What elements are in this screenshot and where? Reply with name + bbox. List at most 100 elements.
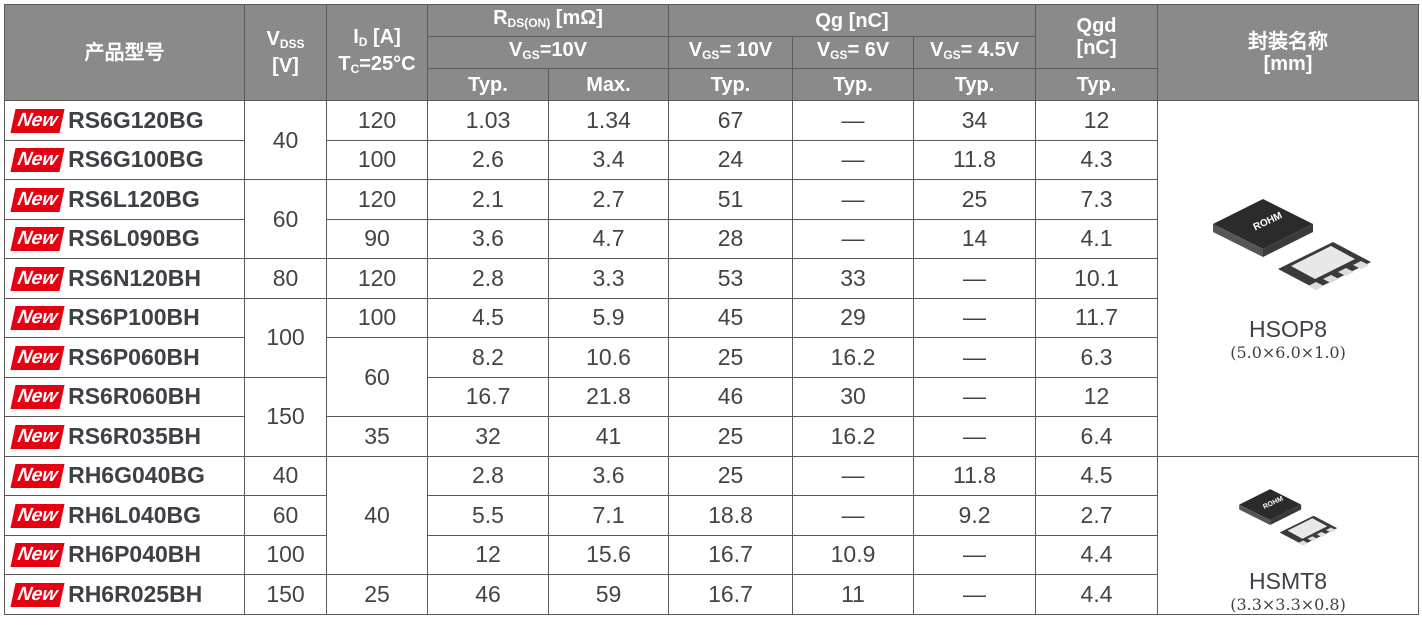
qg10-cell: 46 (668, 376, 794, 417)
rds-typ-cell: 16.7 (427, 376, 549, 417)
id-cell: 120 (326, 100, 428, 141)
product-name: RH6G040BG (68, 462, 205, 489)
qg10-cell: 25 (668, 455, 794, 496)
rds-max-cell: 3.6 (547, 455, 670, 496)
header-sub-label: Typ. (913, 68, 1037, 101)
qgd-cell: 4.1 (1035, 218, 1159, 259)
qg6-cell: 10.9 (792, 534, 915, 575)
vdss-cell: 100 (244, 534, 327, 575)
qg10-cell: 24 (668, 139, 794, 180)
header-id: ID [A] TC=25°C (326, 4, 428, 101)
subscript: DS(ON) (507, 16, 551, 30)
condition: = 10V (719, 39, 773, 61)
rds-max-cell: 3.3 (547, 258, 670, 299)
rds-typ-cell: 12 (427, 534, 549, 575)
product-cell: New RS6G120BG (4, 100, 245, 141)
product-name: RS6R060BH (68, 383, 202, 410)
unit: [nC] (1076, 36, 1117, 59)
product-name: RS6P060BH (68, 343, 200, 370)
qg6-cell: 11 (792, 574, 915, 615)
package-dims: (3.3×3.3×0.8) (1230, 594, 1346, 614)
qg6-cell: 29 (792, 297, 915, 338)
symbol: I (353, 25, 359, 48)
qg45-cell: — (913, 534, 1037, 575)
package-dims: (5.0×6.0×1.0) (1230, 343, 1346, 363)
header-vdss: VDSS [V] (244, 4, 327, 101)
qg45-cell: — (913, 337, 1037, 378)
new-badge: New (10, 108, 65, 133)
product-name: RH6R025BH (68, 580, 203, 607)
qgd-cell: 12 (1035, 100, 1159, 141)
symbol: V (929, 39, 944, 61)
qg45-cell: — (913, 416, 1037, 457)
symbol: T (338, 52, 351, 75)
qg45-cell: — (913, 297, 1037, 338)
rds-typ-cell: 2.1 (427, 179, 549, 220)
product-name: RS6N120BH (68, 264, 202, 291)
qg45-cell: 11.8 (913, 139, 1037, 180)
label: 封装名称 (1248, 30, 1329, 53)
subscript: GS (522, 48, 540, 62)
qg10-cell: 18.8 (668, 495, 794, 536)
qg45-cell: 9.2 (913, 495, 1037, 536)
table-row: New RS6L120BG 60 120 2.1 2.7 51—25 7.3 (4, 179, 1419, 259)
new-badge: New (10, 187, 65, 212)
table-row: New RS6R060BH 150 16.7 21.8 46 30—12 (4, 376, 1419, 457)
id-cell: 35 (326, 416, 428, 457)
qgd-cell: 4.4 (1035, 534, 1159, 575)
qgd-cell: 2.7 (1035, 495, 1159, 536)
condition: = 4.5V (960, 39, 1020, 61)
table-row: New RH6P040BH 100 12 15.6 16.7 10.9—4.4 (4, 534, 1419, 575)
rds-typ-cell: 2.6 (427, 139, 549, 180)
rds-max-cell: 7.1 (547, 495, 670, 536)
id-cell: 60 (326, 337, 428, 417)
qg45-cell: — (913, 376, 1037, 417)
qg6-cell: 33 (792, 258, 915, 299)
rds-max-cell: 4.7 (547, 218, 670, 259)
header-sub-label: Typ. (1035, 68, 1159, 101)
subscript: GS (702, 48, 720, 62)
rds-typ-cell: 8.2 (427, 337, 549, 378)
qg10-cell: 25 (668, 416, 794, 457)
new-badge: New (10, 543, 65, 568)
header-sub-label: Max. (547, 68, 670, 101)
header-qg-vgs: VGS= 6V (792, 36, 915, 69)
subscript: DSS (279, 37, 305, 51)
new-badge: New (10, 385, 65, 410)
subscript: D (358, 34, 368, 49)
product-name: RS6R035BH (68, 422, 202, 449)
spec-table: 产品型号 VDSS [V] ID [A] TC=25°C RDS(ON) [mΩ] … (4, 4, 1420, 615)
qg6-cell: — (792, 455, 915, 496)
product-cell: New RH6P040BH (4, 534, 245, 575)
qg45-cell: — (913, 574, 1037, 615)
subscript: GS (830, 48, 848, 62)
table-row: New RH6G040BG 40 40 2.8 3.6 25—11.8 4.5 ROHM HSMT… (4, 455, 1420, 615)
qgd-cell: 12 (1035, 376, 1159, 417)
new-badge: New (10, 582, 65, 607)
rds-max-cell: 41 (547, 416, 670, 457)
rds-typ-cell: 4.5 (427, 297, 549, 338)
qg6-cell: 16.2 (792, 416, 915, 457)
product-cell: New RS6P100BH (4, 297, 245, 338)
condition: =25°C (359, 52, 416, 75)
symbol: V (266, 28, 280, 50)
label: Qgd (1076, 14, 1117, 37)
qg6-cell: — (792, 139, 915, 180)
id-cell: 120 (326, 258, 428, 299)
unit: [A] (373, 25, 401, 48)
rds-max-cell: 21.8 (547, 376, 670, 417)
id-cell: 100 (326, 139, 428, 180)
new-badge: New (10, 266, 65, 291)
id-cell: 90 (326, 218, 428, 259)
qg6-cell: 16.2 (792, 337, 915, 378)
unit: [mm] (1263, 52, 1313, 75)
header-sub-label: Typ. (668, 68, 794, 101)
subscript: GS (943, 48, 961, 62)
product-name: RH6P040BH (68, 541, 202, 568)
vdss-cell: 80 (244, 258, 327, 299)
header-sub-label: Typ. (427, 68, 549, 101)
qg6-cell: — (792, 100, 915, 141)
rds-typ-cell: 1.03 (427, 100, 549, 141)
product-cell: New RH6G040BG (4, 455, 245, 496)
rds-typ-cell: 2.8 (427, 455, 549, 496)
